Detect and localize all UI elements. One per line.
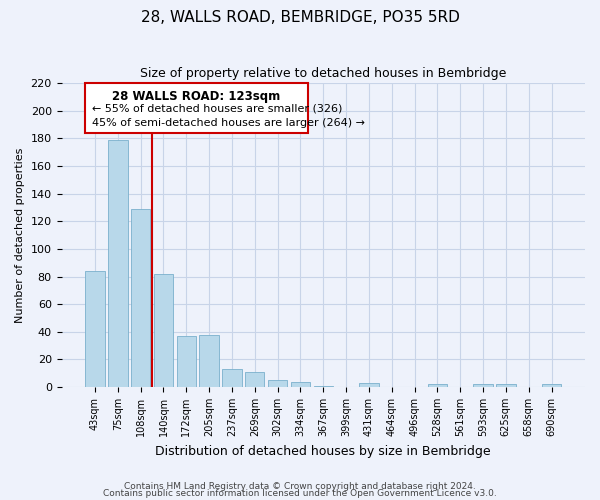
Bar xyxy=(108,140,128,387)
X-axis label: Distribution of detached houses by size in Bembridge: Distribution of detached houses by size … xyxy=(155,444,491,458)
Y-axis label: Number of detached properties: Number of detached properties xyxy=(15,148,25,323)
Text: Contains public sector information licensed under the Open Government Licence v3: Contains public sector information licen… xyxy=(103,490,497,498)
Bar xyxy=(359,383,379,387)
Bar xyxy=(314,386,333,387)
Text: 28 WALLS ROAD: 123sqm: 28 WALLS ROAD: 123sqm xyxy=(112,90,281,103)
Bar xyxy=(496,384,515,387)
Bar xyxy=(131,209,151,387)
Bar xyxy=(428,384,447,387)
Text: ← 55% of detached houses are smaller (326): ← 55% of detached houses are smaller (32… xyxy=(92,104,342,114)
Bar xyxy=(199,334,219,387)
Bar xyxy=(473,384,493,387)
Text: Contains HM Land Registry data © Crown copyright and database right 2024.: Contains HM Land Registry data © Crown c… xyxy=(124,482,476,491)
Bar xyxy=(542,384,561,387)
Bar xyxy=(154,274,173,387)
FancyBboxPatch shape xyxy=(85,83,308,133)
Bar xyxy=(291,382,310,387)
Bar xyxy=(176,336,196,387)
Bar xyxy=(245,372,265,387)
Text: 45% of semi-detached houses are larger (264) →: 45% of semi-detached houses are larger (… xyxy=(92,118,365,128)
Text: 28, WALLS ROAD, BEMBRIDGE, PO35 5RD: 28, WALLS ROAD, BEMBRIDGE, PO35 5RD xyxy=(140,10,460,25)
Bar xyxy=(268,380,287,387)
Title: Size of property relative to detached houses in Bembridge: Size of property relative to detached ho… xyxy=(140,68,506,80)
Bar xyxy=(222,369,242,387)
Bar xyxy=(85,271,105,387)
